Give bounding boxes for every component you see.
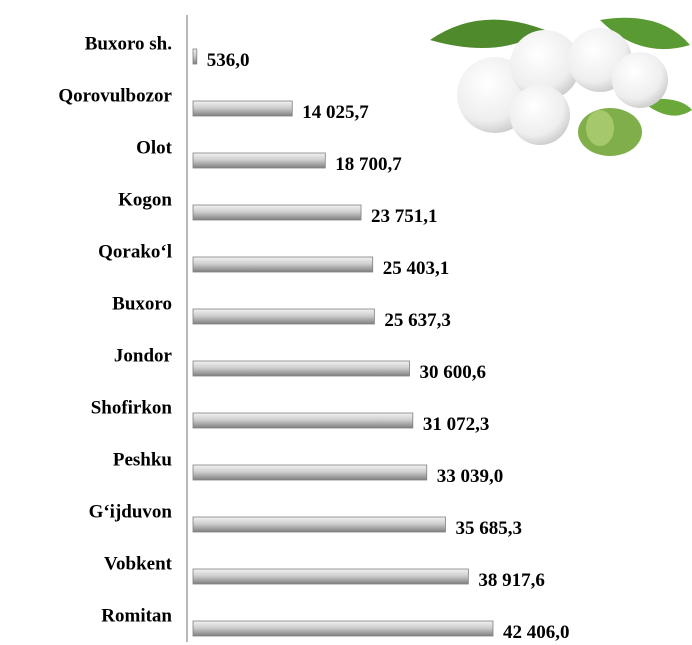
page: Buxoro sh. 536,0 Qorovulbozor 14 025,7 Olot 1…	[0, 0, 692, 645]
bar	[193, 465, 427, 480]
bar	[193, 413, 413, 428]
bar	[193, 49, 197, 64]
value-label: 23 751,1	[371, 206, 438, 227]
value-label: 536,0	[207, 50, 250, 71]
category-label: Qorovulbozor	[58, 85, 172, 106]
category-label: Buxoro	[112, 293, 172, 314]
value-label: 35 685,3	[455, 518, 521, 539]
category-label: Shofirkon	[91, 397, 173, 418]
value-label: 30 600,6	[419, 362, 486, 383]
category-label: Jondor	[114, 345, 173, 366]
value-label: 25 637,3	[384, 310, 451, 331]
category-label: G‘ijduvon	[89, 501, 173, 522]
bar	[193, 257, 373, 272]
bar	[193, 309, 374, 324]
value-label: 25 403,1	[383, 258, 450, 279]
category-label: Qorako‘l	[98, 241, 172, 262]
value-label: 42 406,0	[503, 622, 570, 643]
value-label: 31 072,3	[423, 414, 490, 435]
chart: Buxoro sh. 536,0 Qorovulbozor 14 025,7 Olot 1…	[0, 0, 692, 645]
bar	[193, 153, 325, 168]
value-label: 33 039,0	[437, 466, 504, 487]
bar	[193, 621, 493, 636]
bar	[193, 569, 468, 584]
category-label: Olot	[136, 137, 173, 158]
value-label: 38 917,6	[478, 570, 545, 591]
bar	[193, 361, 409, 376]
category-label: Peshku	[113, 449, 173, 470]
bar	[193, 205, 361, 220]
category-label: Romitan	[101, 605, 172, 626]
value-label: 14 025,7	[302, 102, 369, 123]
bar	[193, 101, 292, 116]
category-label: Vobkent	[104, 553, 173, 574]
value-label: 18 700,7	[335, 154, 402, 175]
cotton-image	[430, 18, 692, 156]
category-label: Buxoro sh.	[85, 33, 172, 54]
bar	[193, 517, 445, 532]
category-label: Kogon	[118, 189, 172, 210]
